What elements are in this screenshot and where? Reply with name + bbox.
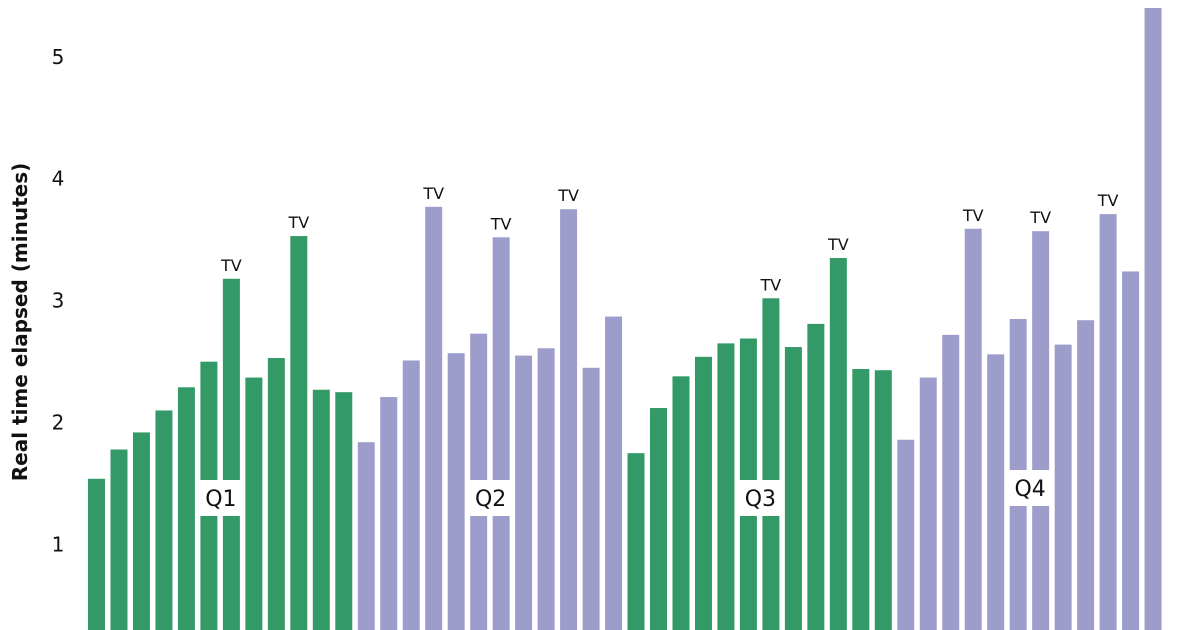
bar xyxy=(1099,214,1117,630)
bar xyxy=(942,334,960,630)
bar xyxy=(1144,8,1162,630)
bar xyxy=(717,343,735,630)
bar xyxy=(807,323,825,630)
bar xyxy=(155,410,173,630)
y-axis-ticks: 1 2 3 4 5 xyxy=(52,45,65,557)
tv-label: TV xyxy=(760,275,782,294)
bar xyxy=(402,360,420,630)
bar xyxy=(897,439,915,630)
y-tick-label: 2 xyxy=(52,411,65,435)
bar xyxy=(245,377,263,630)
bar xyxy=(110,449,128,630)
quarter-labels: Q1 Q2 Q3 Q4 xyxy=(196,470,1055,516)
bar xyxy=(380,397,398,630)
y-tick-label: 5 xyxy=(52,45,65,69)
bar xyxy=(560,209,578,630)
y-tick-label: 4 xyxy=(52,167,65,191)
quarter-label: Q1 xyxy=(205,487,236,512)
tv-label: TV xyxy=(422,184,444,203)
quarter-label-background xyxy=(466,480,515,516)
bar xyxy=(177,387,195,630)
bar xyxy=(447,353,465,630)
bar xyxy=(425,206,443,630)
quarter-label: Q2 xyxy=(475,487,506,512)
quarter-label-background xyxy=(196,480,245,516)
bar xyxy=(852,369,870,630)
bar xyxy=(88,478,105,630)
quarter-label: Q4 xyxy=(1014,477,1045,502)
bar xyxy=(1122,271,1140,630)
bars xyxy=(88,8,1162,630)
bar xyxy=(1032,231,1050,630)
tv-label: TV xyxy=(287,213,309,232)
tv-label: TV xyxy=(827,235,849,254)
bar xyxy=(357,442,375,630)
tv-label: TV xyxy=(490,214,512,233)
bar xyxy=(335,392,353,630)
y-axis-title: Real time elapsed (minutes) xyxy=(8,163,32,482)
bar xyxy=(964,228,982,630)
bar xyxy=(515,355,533,630)
y-tick-label: 3 xyxy=(52,289,65,313)
bar xyxy=(874,370,892,630)
bar xyxy=(537,348,555,630)
quarter-label-background xyxy=(736,480,785,516)
bar xyxy=(694,356,712,630)
bar xyxy=(582,367,600,630)
bar xyxy=(605,316,623,630)
tv-label: TV xyxy=(1097,191,1119,210)
tv-label: TV xyxy=(557,186,579,205)
tv-label: TV xyxy=(962,206,984,225)
bar xyxy=(312,389,330,630)
quarter-label: Q3 xyxy=(745,487,776,512)
bar xyxy=(267,358,285,630)
bar xyxy=(650,408,667,630)
bar xyxy=(987,354,1005,630)
bar xyxy=(672,376,690,630)
bar xyxy=(1054,344,1072,630)
bar xyxy=(919,377,937,630)
tv-label: TV xyxy=(1029,208,1051,227)
bar xyxy=(784,347,802,630)
bar xyxy=(222,278,240,630)
bar xyxy=(132,432,150,630)
y-tick-label: 1 xyxy=(52,533,65,557)
bar xyxy=(762,298,780,630)
tv-labels: TV TV TV TV TV TV TV TV TV TV xyxy=(220,184,1118,294)
bar xyxy=(290,236,308,630)
bar xyxy=(1077,320,1095,630)
bar xyxy=(829,258,847,630)
tv-label: TV xyxy=(220,256,242,275)
quarter-label-background xyxy=(1006,470,1055,506)
bar xyxy=(627,453,645,630)
bar xyxy=(492,237,510,630)
